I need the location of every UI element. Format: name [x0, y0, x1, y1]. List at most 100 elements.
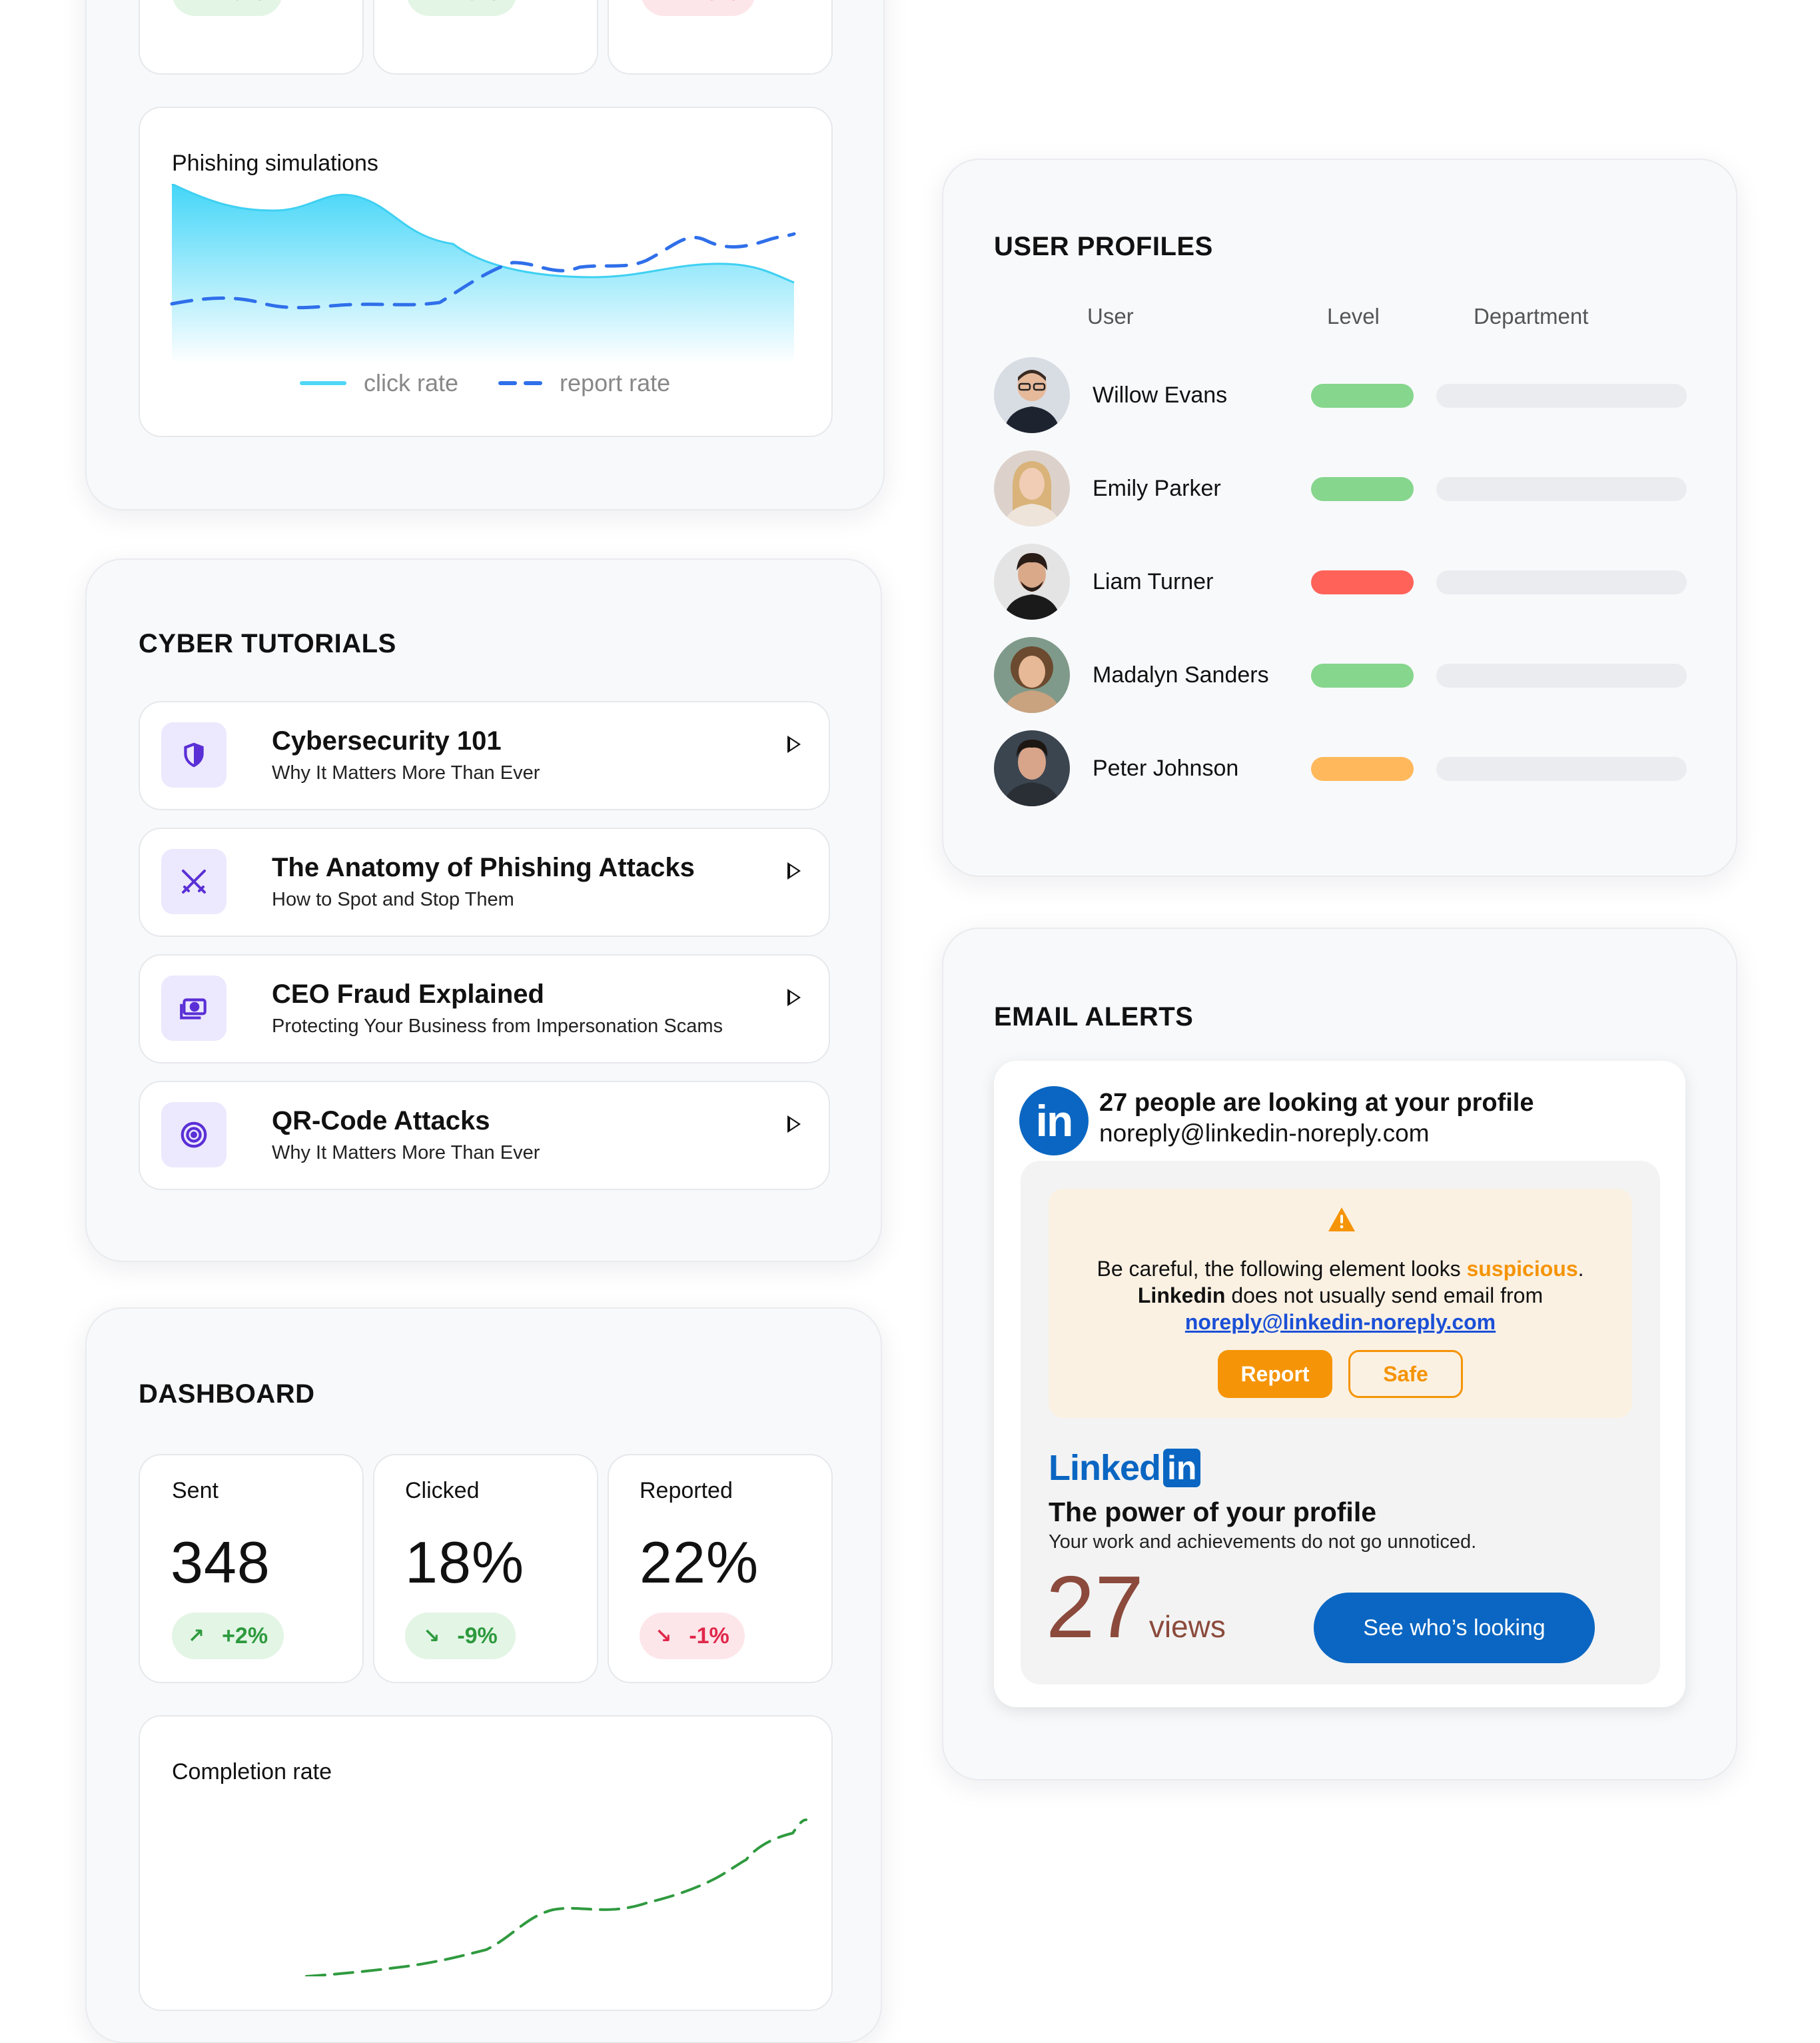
stat-card-sent: Sent 348 ↗ +2%: [139, 1454, 364, 1683]
chart-title: Completion rate: [172, 1759, 332, 1784]
table-row[interactable]: Emily Parker: [994, 450, 1687, 526]
table-row[interactable]: Liam Turner: [994, 544, 1687, 620]
legend-label-report-rate: report rate: [560, 369, 671, 396]
chart-legend: click rate report rate: [300, 369, 670, 397]
completion-chart: [305, 1818, 807, 1976]
avatar: [994, 450, 1070, 526]
level-bar: [1311, 664, 1414, 688]
arrow-down-right-icon: ↘: [190, 0, 207, 5]
user-name: Liam Turner: [1093, 569, 1214, 594]
stat-value: 22%: [640, 1529, 759, 1595]
legend-label-click-rate: click rate: [364, 369, 459, 396]
tutorial-subtitle: Protecting Your Business from Impersonat…: [272, 1016, 723, 1037]
avatar: [994, 730, 1070, 806]
warning-icon: [1327, 1206, 1356, 1233]
click-rate-line: [171, 184, 795, 284]
tutorials-panel: CYBER TUTORIALS Cybersecurity 101 Why It…: [85, 558, 882, 1262]
phishing-chart-card: Phishing simulations click rate report r…: [139, 107, 833, 437]
section-title: USER PROFILES: [994, 232, 1213, 261]
user-name: Madalyn Sanders: [1093, 662, 1269, 688]
shield-icon: [161, 722, 227, 788]
department-bar: [1436, 384, 1687, 408]
tutorial-subtitle: Why It Matters More Than Ever: [272, 1142, 540, 1163]
column-header-user: User: [1087, 304, 1134, 329]
play-icon[interactable]: [787, 1115, 801, 1133]
avatar: [994, 637, 1070, 713]
section-title: CYBER TUTORIALS: [139, 629, 396, 658]
tutorial-title: QR-Code Attacks: [272, 1106, 490, 1135]
play-icon[interactable]: [787, 989, 801, 1006]
email-headline: The power of your profile: [1049, 1497, 1377, 1527]
user-name: Peter Johnson: [1093, 756, 1239, 781]
stat-card-top-3: ↗ +5%: [608, 0, 833, 75]
money-icon: [161, 976, 227, 1041]
user-name: Willow Evans: [1093, 382, 1228, 408]
department-bar: [1436, 664, 1687, 688]
play-icon[interactable]: [787, 736, 801, 753]
change-pill: ↗ +2%: [172, 1613, 284, 1659]
arrow-down-right-icon: ↘: [423, 1625, 440, 1647]
stat-label: Reported: [640, 1478, 733, 1503]
suspicious-link[interactable]: noreply@linkedin-noreply.com: [1184, 1310, 1496, 1334]
change-pill-top-3: ↗ +5%: [641, 0, 755, 16]
see-whos-looking-button[interactable]: See who’s looking: [1314, 1593, 1595, 1663]
email-subline: Your work and achievements do not go unn…: [1049, 1531, 1477, 1553]
section-title: DASHBOARD: [139, 1379, 315, 1409]
level-bar: [1311, 384, 1414, 408]
stat-value: 18%: [405, 1529, 525, 1595]
safe-button[interactable]: Safe: [1348, 1350, 1463, 1398]
department-bar: [1436, 570, 1687, 594]
table-row[interactable]: Peter Johnson: [994, 730, 1687, 806]
suspicious-highlight: suspicious: [1466, 1257, 1578, 1281]
arrow-down-right-icon: ↘: [655, 1625, 672, 1647]
email-body: Be careful, the following element looks …: [1021, 1161, 1660, 1685]
arrow-down-right-icon: ↘: [424, 0, 441, 5]
tutorial-item[interactable]: The Anatomy of Phishing Attacks How to S…: [139, 828, 830, 937]
arrow-up-right-icon: ↗: [187, 1625, 205, 1647]
level-bar: [1311, 757, 1414, 781]
stat-value: 348: [171, 1529, 270, 1595]
email-alerts-panel: EMAIL ALERTS in 27 people are looking at…: [942, 928, 1737, 1780]
user-profiles-panel: USER PROFILES User Level Department Will…: [942, 159, 1737, 877]
avatar: [994, 544, 1070, 620]
table-row[interactable]: Madalyn Sanders: [994, 637, 1687, 713]
warning-line-1: Be careful, the following element looks …: [1097, 1257, 1584, 1281]
department-bar: [1436, 757, 1687, 781]
change-pill-top-2: ↘ -9%: [406, 0, 517, 16]
report-button[interactable]: Report: [1218, 1350, 1332, 1398]
tutorial-item[interactable]: Cybersecurity 101 Why It Matters More Th…: [139, 701, 830, 810]
email-subject: 27 people are looking at your profile: [1099, 1089, 1534, 1117]
user-name: Emily Parker: [1093, 476, 1221, 501]
level-bar: [1311, 477, 1414, 501]
column-header-level: Level: [1327, 304, 1380, 329]
section-title: EMAIL ALERTS: [994, 1002, 1194, 1031]
tutorial-item[interactable]: CEO Fraud Explained Protecting Your Busi…: [139, 954, 830, 1063]
target-icon: [161, 1102, 227, 1167]
legend-swatch-report-rate: [498, 381, 543, 385]
linkedin-logo-icon: in: [1019, 1086, 1089, 1155]
views-count: 27 views: [1046, 1558, 1226, 1656]
stat-card-clicked: Clicked 18% ↘ -9%: [373, 1454, 598, 1683]
tutorial-item[interactable]: QR-Code Attacks Why It Matters More Than…: [139, 1081, 830, 1190]
analytics-panel: ↘ -9% ↘ -9% ↗ +5% Phishing simulations: [85, 0, 885, 510]
crossed-swords-icon: [161, 849, 227, 914]
play-icon[interactable]: [787, 862, 801, 880]
report-rate-line: [170, 232, 796, 310]
completion-chart-card: Completion rate: [139, 1715, 833, 2011]
stat-card-top-1: ↘ -9%: [139, 0, 364, 75]
tutorial-title: CEO Fraud Explained: [272, 980, 544, 1009]
linkedin-wordmark: Linked in: [1049, 1447, 1201, 1489]
email-card[interactable]: in 27 people are looking at your profile…: [994, 1061, 1685, 1707]
tutorial-subtitle: Why It Matters More Than Ever: [272, 762, 540, 784]
table-row[interactable]: Willow Evans: [994, 357, 1687, 433]
tutorial-subtitle: How to Spot and Stop Them: [272, 889, 514, 910]
stat-card-top-2: ↘ -9%: [373, 0, 598, 75]
completion-line: [305, 1818, 807, 1976]
stat-card-reported: Reported 22% ↘ -1%: [608, 1454, 833, 1683]
chart-title: Phishing simulations: [172, 151, 378, 176]
change-pill: ↘ -9%: [405, 1613, 516, 1659]
stat-label: Clicked: [405, 1478, 480, 1503]
arrow-up-right-icon: ↗: [658, 0, 675, 5]
stat-label: Sent: [172, 1478, 219, 1503]
level-bar: [1311, 570, 1414, 594]
